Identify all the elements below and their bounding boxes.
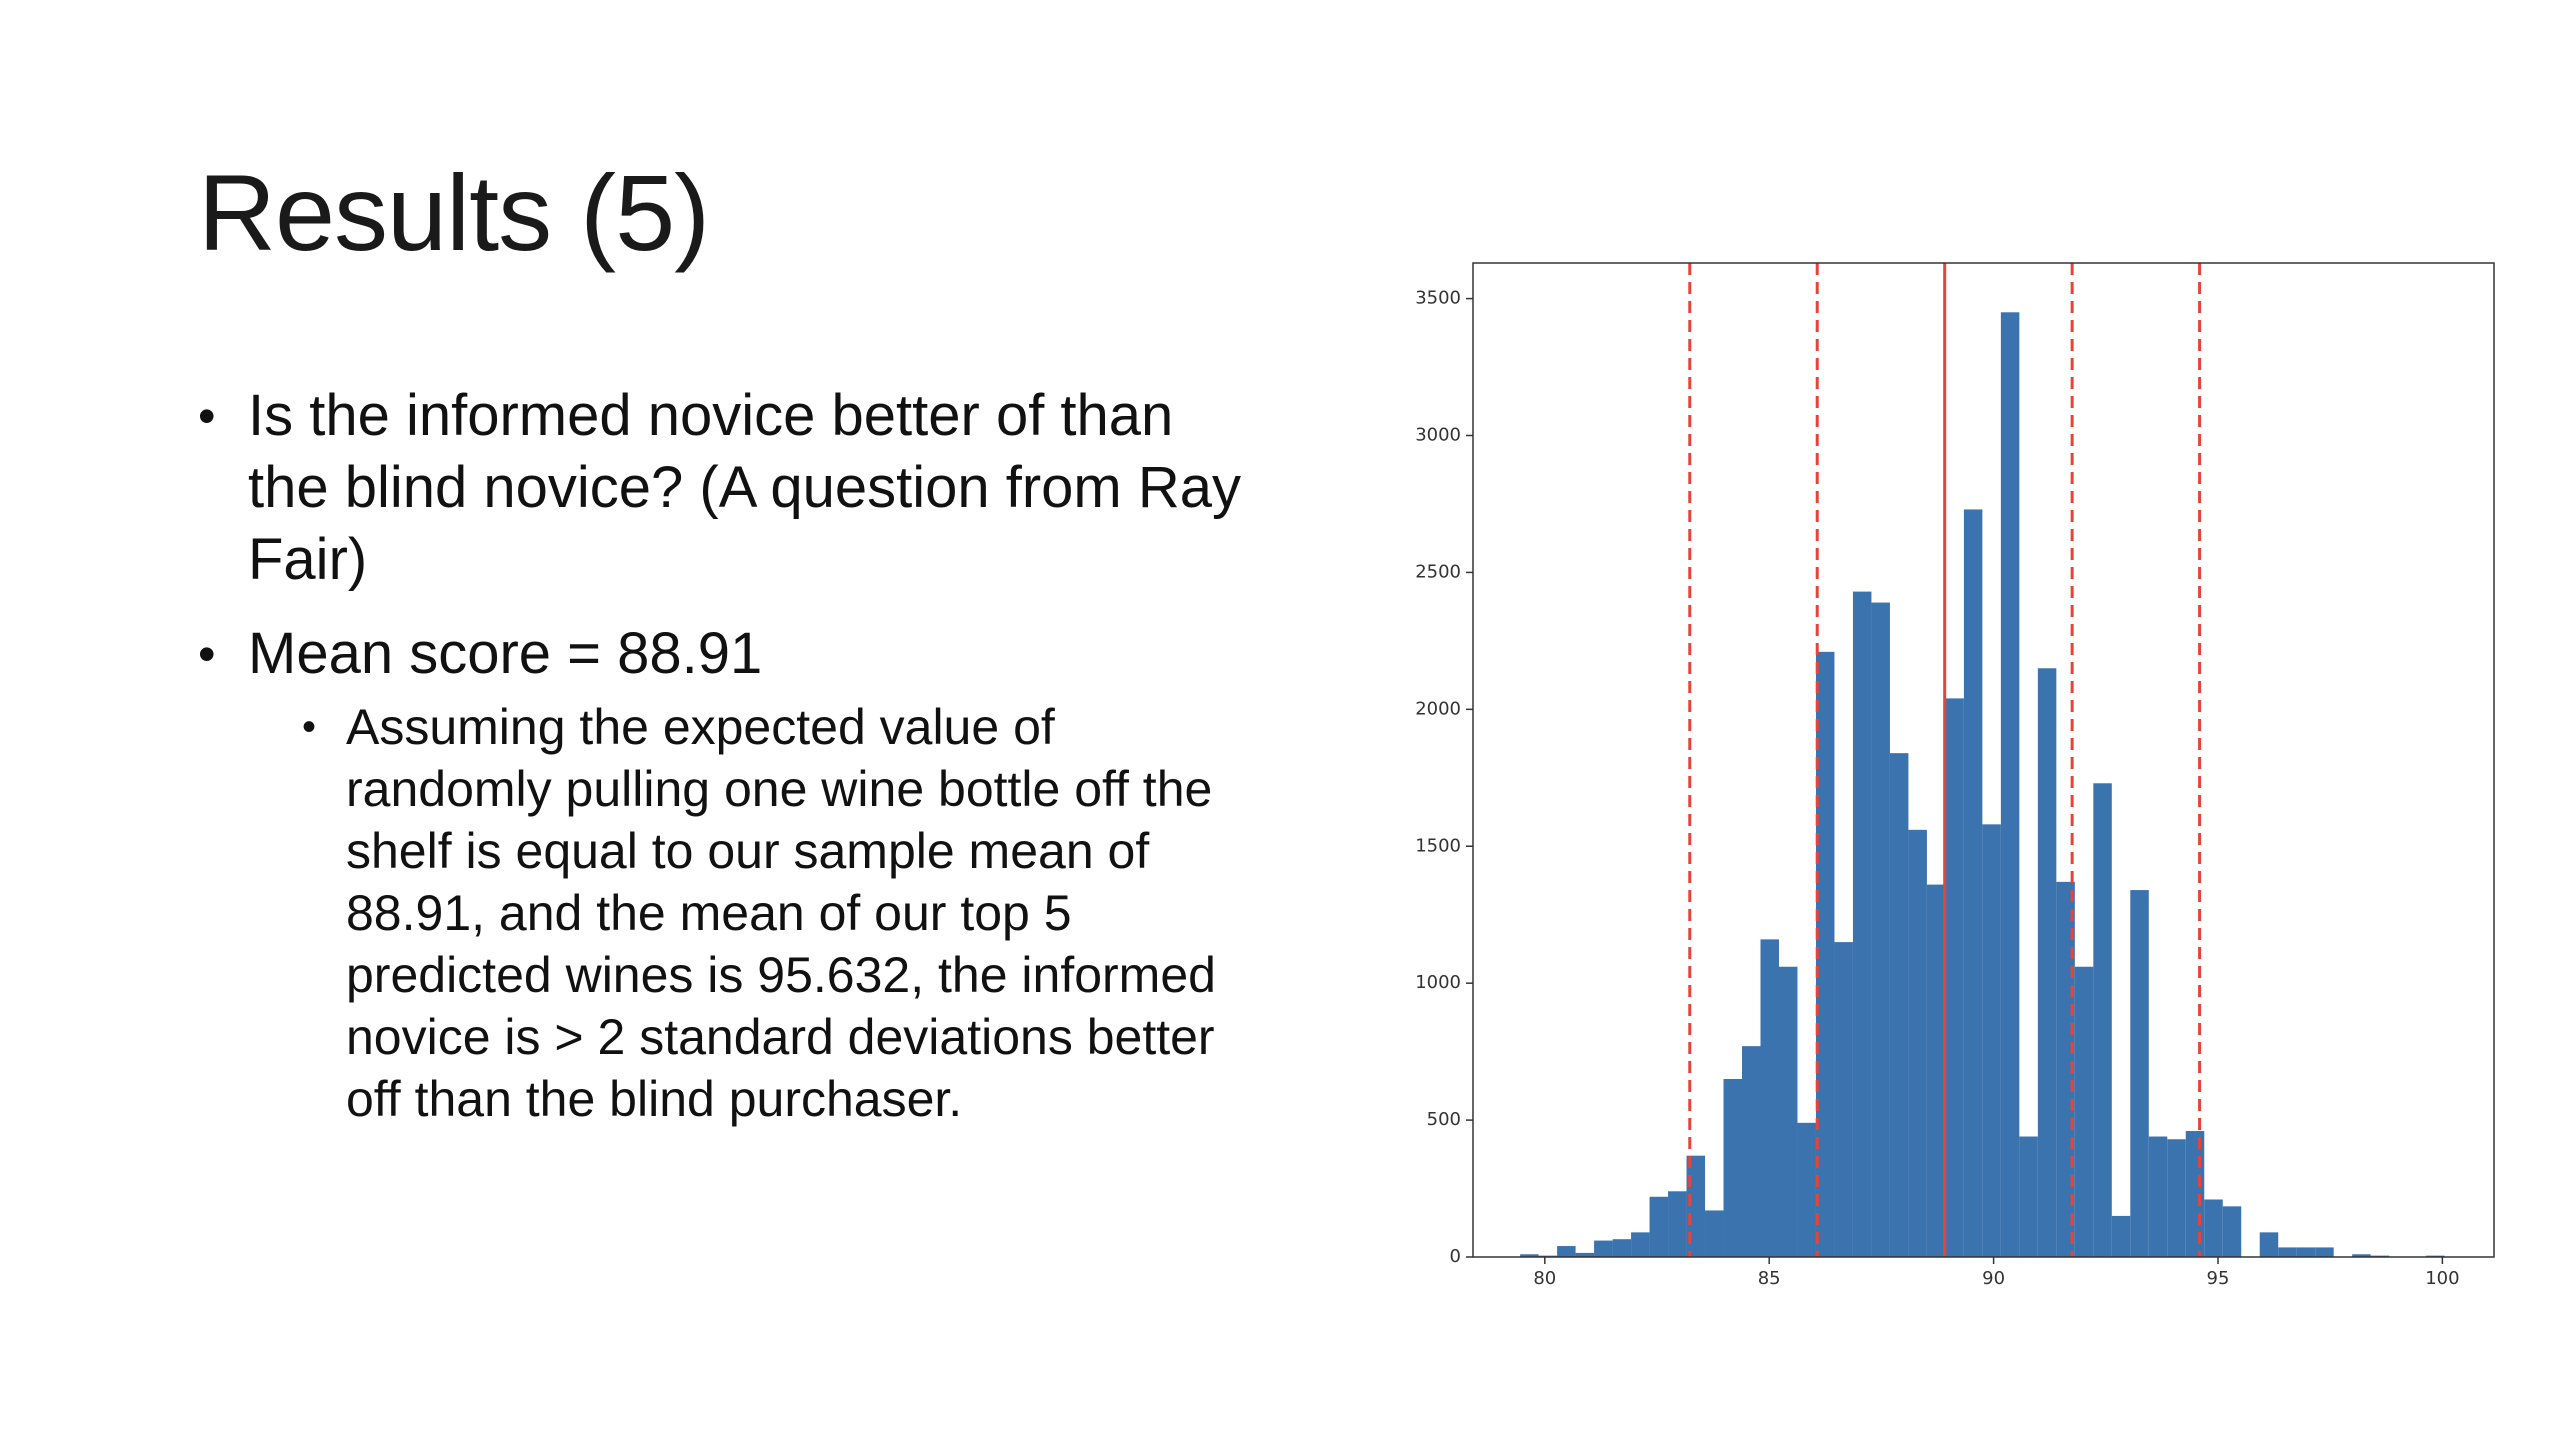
histogram-bar <box>2259 1232 2279 1257</box>
histogram-bar <box>1834 942 1853 1257</box>
histogram-bar <box>1649 1196 1669 1257</box>
histogram-bar <box>2037 668 2057 1257</box>
slide-title: Results (5) <box>198 152 710 273</box>
histogram-bar <box>2204 1199 2223 1257</box>
histogram-bar <box>1889 753 1909 1257</box>
histogram-bar <box>1926 884 1946 1257</box>
histogram-bar <box>2093 783 2112 1257</box>
histogram-bar <box>2278 1247 2297 1257</box>
bullet-list: Is the informed novice better of than th… <box>198 380 1258 1130</box>
histogram-bar <box>1760 939 1779 1257</box>
y-tick-label: 3500 <box>1415 288 1461 309</box>
x-tick-label: 85 <box>1758 1268 1781 1289</box>
histogram-bar <box>2167 1139 2186 1257</box>
bullet: Is the informed novice better of than th… <box>198 380 1258 596</box>
x-tick-label: 80 <box>1533 1268 1556 1289</box>
histogram-bar <box>2130 890 2149 1257</box>
histogram-bar <box>2352 1254 2371 1257</box>
histogram-bar <box>1612 1239 1632 1257</box>
histogram-bar <box>1982 824 2001 1257</box>
histogram-bar <box>1705 1210 1724 1257</box>
histogram-bar <box>2111 1215 2131 1257</box>
histogram-bar <box>1575 1252 1595 1257</box>
histogram-bar <box>1778 966 1798 1257</box>
histogram-bar <box>1908 829 1927 1257</box>
sub-bullet: Assuming the expected value of randomly … <box>302 696 1258 1130</box>
histogram-bar <box>1945 698 1964 1257</box>
bullet-text: Mean score = 88.91 <box>248 621 763 686</box>
histogram-bar <box>2315 1247 2334 1257</box>
histogram-bar <box>1594 1240 1613 1257</box>
histogram-bar <box>1631 1232 1650 1257</box>
histogram-bar <box>1742 1046 1761 1257</box>
histogram-bar <box>1723 1079 1743 1257</box>
x-tick-label: 100 <box>2425 1268 2459 1289</box>
histogram-bar <box>2222 1206 2242 1257</box>
x-tick-label: 95 <box>2207 1268 2230 1289</box>
histogram-bar <box>2000 312 2020 1257</box>
y-tick-label: 3000 <box>1415 425 1461 446</box>
y-tick-label: 0 <box>1450 1246 1461 1267</box>
y-tick-label: 2500 <box>1415 561 1461 582</box>
histogram-bar <box>1557 1246 1576 1257</box>
histogram-bar <box>2019 1136 2038 1257</box>
histogram-bar <box>2056 881 2075 1257</box>
plot-frame <box>1472 262 2495 1258</box>
y-tick-label: 1000 <box>1415 972 1461 993</box>
histogram-bar <box>1852 591 1872 1257</box>
histogram-bar <box>2148 1136 2168 1257</box>
histogram-bar <box>1520 1254 1539 1257</box>
histogram-bar <box>1871 602 1890 1257</box>
histogram-bar <box>1668 1191 1687 1257</box>
histogram-bar <box>2296 1247 2316 1257</box>
sub-bullet-list: Assuming the expected value of randomly … <box>248 696 1258 1130</box>
x-tick-label: 90 <box>1982 1268 2005 1289</box>
histogram-bar <box>1963 509 1983 1257</box>
histogram-bar <box>1797 1122 1816 1257</box>
bullet-text: Is the informed novice better of than th… <box>248 383 1241 592</box>
y-tick-label: 500 <box>1427 1109 1461 1130</box>
histogram-bar <box>2074 966 2094 1257</box>
bullet: Mean score = 88.91 Assuming the expected… <box>198 618 1258 1130</box>
y-tick-label: 2000 <box>1415 698 1461 719</box>
slide-body: Is the informed novice better of than th… <box>198 380 1258 1152</box>
histogram-bar <box>2185 1131 2205 1257</box>
histogram-bar <box>1815 651 1835 1257</box>
y-tick-label: 1500 <box>1415 835 1461 856</box>
